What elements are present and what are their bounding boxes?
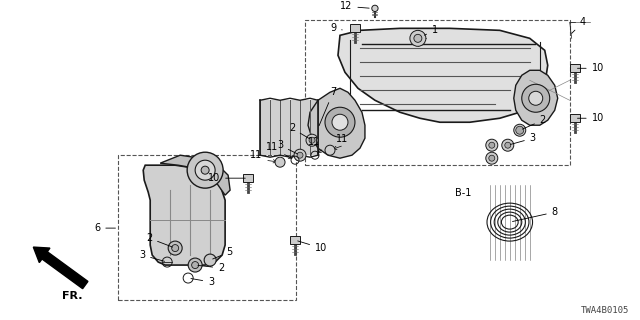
Text: 11: 11: [266, 142, 278, 152]
Text: 10: 10: [208, 173, 245, 183]
Text: 7: 7: [319, 87, 336, 126]
Bar: [305, 20, 570, 165]
Circle shape: [514, 124, 525, 136]
Text: 3: 3: [511, 133, 536, 144]
Text: 3: 3: [139, 250, 164, 261]
Circle shape: [505, 142, 511, 148]
Circle shape: [522, 84, 550, 112]
Circle shape: [325, 145, 335, 155]
Circle shape: [489, 142, 495, 148]
Circle shape: [191, 261, 198, 268]
Circle shape: [306, 134, 318, 146]
Polygon shape: [160, 155, 230, 195]
Polygon shape: [308, 88, 365, 158]
Circle shape: [529, 91, 543, 105]
Text: 2: 2: [146, 233, 173, 247]
Text: TWA4B0105: TWA4B0105: [581, 306, 630, 315]
Text: 1: 1: [424, 25, 438, 35]
Text: 11: 11: [308, 137, 320, 147]
Text: 2: 2: [289, 123, 310, 139]
Circle shape: [195, 160, 215, 180]
Text: 8: 8: [513, 207, 558, 221]
Circle shape: [414, 34, 422, 42]
Circle shape: [187, 152, 223, 188]
Text: 2: 2: [198, 263, 225, 273]
Circle shape: [516, 127, 523, 133]
Circle shape: [410, 30, 426, 46]
Circle shape: [372, 5, 378, 12]
Polygon shape: [338, 28, 548, 122]
Circle shape: [489, 155, 495, 161]
Text: 6: 6: [94, 223, 115, 233]
Circle shape: [309, 137, 315, 143]
Circle shape: [332, 114, 348, 130]
Text: FR.: FR.: [62, 291, 83, 301]
Polygon shape: [514, 70, 557, 125]
Circle shape: [294, 149, 306, 161]
Circle shape: [486, 139, 498, 151]
Bar: [243, 174, 253, 182]
Circle shape: [168, 241, 182, 255]
Polygon shape: [260, 100, 318, 155]
Text: 10: 10: [577, 113, 604, 123]
Text: 4: 4: [572, 17, 586, 33]
Text: 12: 12: [340, 1, 369, 12]
Text: 5: 5: [212, 247, 232, 259]
Text: 9: 9: [330, 23, 342, 33]
Text: 10: 10: [577, 63, 604, 73]
FancyArrow shape: [33, 247, 88, 289]
Text: 10: 10: [298, 241, 327, 253]
Circle shape: [172, 244, 179, 252]
Circle shape: [188, 258, 202, 272]
Circle shape: [325, 107, 355, 137]
Text: B-1: B-1: [455, 188, 471, 198]
Circle shape: [275, 157, 285, 167]
Text: 11: 11: [250, 150, 262, 160]
Text: 3: 3: [277, 140, 298, 154]
Bar: [570, 114, 580, 122]
Circle shape: [502, 139, 514, 151]
Circle shape: [516, 126, 524, 134]
Bar: [350, 24, 360, 32]
Text: 3: 3: [191, 277, 214, 287]
Bar: [290, 236, 300, 244]
Bar: [570, 64, 580, 72]
Text: 2: 2: [522, 115, 546, 129]
Circle shape: [486, 152, 498, 164]
Polygon shape: [143, 165, 225, 265]
Bar: [118, 155, 296, 300]
Text: 11: 11: [336, 134, 348, 144]
Circle shape: [201, 166, 209, 174]
Circle shape: [204, 254, 216, 266]
Circle shape: [297, 152, 303, 158]
